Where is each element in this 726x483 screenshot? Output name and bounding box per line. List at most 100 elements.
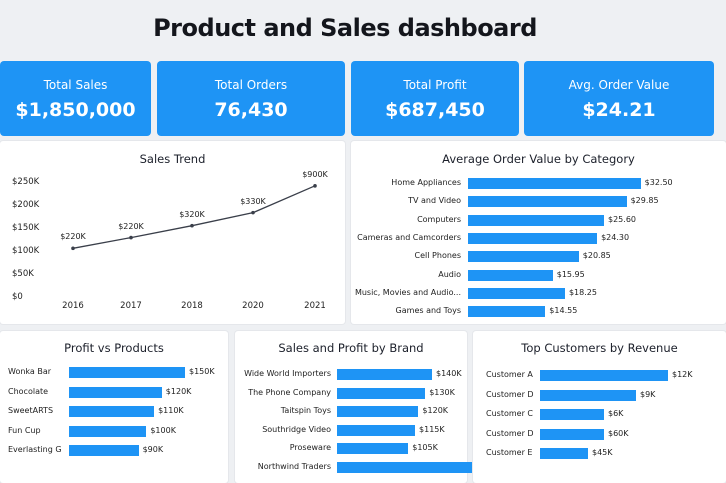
bar	[69, 367, 185, 378]
kpi-card-avg-order-value: Avg. Order Value $24.21	[524, 61, 714, 136]
kpi-label: Total Sales	[43, 78, 108, 92]
y-tick-label: $200K	[12, 200, 40, 210]
bar-value-label: $100K	[150, 425, 176, 435]
bar	[69, 406, 155, 417]
bar-value-label: $18.25	[568, 287, 597, 297]
kpi-value: $24.21	[582, 99, 656, 121]
bar-value-label: $9K	[640, 389, 656, 399]
bar-value-label: $25.60	[608, 214, 636, 224]
y-tick-label: $0	[12, 292, 23, 302]
bar	[468, 251, 579, 263]
bar-value-label: $12K	[672, 370, 693, 379]
trend-point-label: $220K	[60, 232, 86, 242]
category-label: Chocolate	[8, 386, 49, 396]
kpi-value: 76,430	[214, 99, 288, 121]
chart-title: Top Customers by Revenue	[521, 341, 678, 355]
trend-point-label: $320K	[179, 209, 205, 219]
bar	[69, 445, 139, 456]
chart-title: Profit vs Products	[64, 341, 164, 355]
category-label: Music, Movies and Audio...	[354, 287, 461, 297]
bar-value-label: $20.85	[582, 251, 611, 261]
category-label: Customer E	[486, 448, 533, 457]
bar-value-label: $115K	[419, 424, 445, 434]
category-label: The Phone Company	[248, 387, 331, 397]
category-label: Computers	[417, 214, 461, 224]
category-label: Home Appliances	[391, 178, 461, 187]
x-tick-label: 2017	[120, 301, 142, 311]
bar-value-label: $32.50	[644, 178, 673, 187]
trend-point	[71, 246, 75, 251]
bar	[540, 409, 604, 420]
trend-point	[190, 223, 194, 228]
category-label: Customer D	[486, 389, 534, 399]
category-label: Taitspin Toys	[280, 406, 331, 416]
category-label: Proseware	[289, 443, 331, 453]
bar-value-label: $90K	[142, 445, 164, 454]
sales-trend-card: Sales Trend $250K $200K $150K $100K $50K $0 20…	[0, 141, 345, 324]
kpi-card-total-orders: Total Orders 76,430	[157, 61, 345, 136]
category-label: Southridge Video	[262, 424, 331, 434]
trend-point	[313, 184, 317, 188]
bar	[337, 443, 409, 455]
bar-value-label: $120K	[422, 406, 449, 416]
category-label: Customer C	[486, 409, 533, 418]
bar	[468, 287, 565, 299]
chart-title: Average Order Value by Category	[442, 152, 635, 166]
bar	[468, 269, 553, 281]
bar	[540, 428, 604, 440]
category-label: Wide World Importers	[244, 369, 331, 378]
category-label: Customer A	[486, 370, 533, 379]
kpi-value: $1,850,000	[15, 99, 136, 121]
kpi-label: Avg. Order Value	[568, 78, 670, 92]
sales-trend-chart	[71, 184, 317, 251]
bar-value-label: $24.30	[601, 232, 630, 242]
category-label: Cameras and Camcorders	[357, 232, 461, 242]
bar-value-label: $110K	[158, 406, 184, 415]
kpi-card-total-sales: Total Sales $1,850,000	[0, 61, 151, 136]
kpi-label: Total Orders	[214, 78, 288, 92]
bar	[337, 424, 416, 436]
bar	[540, 370, 668, 381]
bar	[337, 369, 432, 380]
bar-value-label: $60K	[608, 428, 629, 438]
category-label: Games and Toys	[395, 306, 461, 316]
y-tick-label: $100K	[12, 246, 40, 256]
bar-value-label: $6K	[608, 409, 624, 418]
trend-point-label: $220K	[118, 221, 144, 231]
bar	[337, 406, 419, 418]
trend-point-label: $900K	[302, 169, 328, 179]
bar	[468, 178, 641, 189]
bar-value-label: $105K	[412, 443, 438, 453]
y-tick-label: $50K	[12, 269, 34, 279]
bar-value-label: $150K	[189, 367, 215, 376]
bar	[468, 196, 627, 208]
x-tick-label: 2021	[304, 301, 326, 311]
bar	[337, 387, 426, 399]
trend-point	[129, 235, 133, 240]
category-label: SweetARTS	[8, 406, 54, 415]
category-label: Wonka Bar	[8, 367, 52, 376]
kpi-value: $687,450	[385, 99, 485, 121]
dashboard-title: Product and Sales dashboard	[153, 14, 537, 42]
bar	[540, 448, 588, 459]
bar	[69, 386, 162, 398]
chart-title: Sales Trend	[139, 152, 206, 166]
y-tick-label: $150K	[12, 223, 40, 233]
trend-point-label: $330K	[240, 196, 266, 206]
bar	[337, 462, 473, 473]
x-tick-label: 2016	[62, 301, 84, 311]
bar-value-label: $45K	[592, 448, 613, 457]
category-label: TV and Video	[408, 196, 461, 206]
category-label: Fun Cup	[8, 425, 41, 435]
bar	[540, 389, 636, 401]
category-label: Northwind Traders	[257, 462, 331, 471]
bar-value-label: $120K	[165, 386, 192, 396]
bar-value-label: $29.85	[630, 196, 659, 206]
y-tick-label: $250K	[12, 177, 40, 187]
x-tick-label: 2018	[181, 301, 203, 311]
bar	[468, 232, 598, 244]
bar-value-label: $14.55	[549, 306, 578, 316]
bar-value-label: $130K	[429, 387, 455, 397]
category-label: Audio	[438, 269, 461, 279]
top-customers-card: Top Customers by Revenue Customer A $12K C…	[473, 331, 726, 483]
